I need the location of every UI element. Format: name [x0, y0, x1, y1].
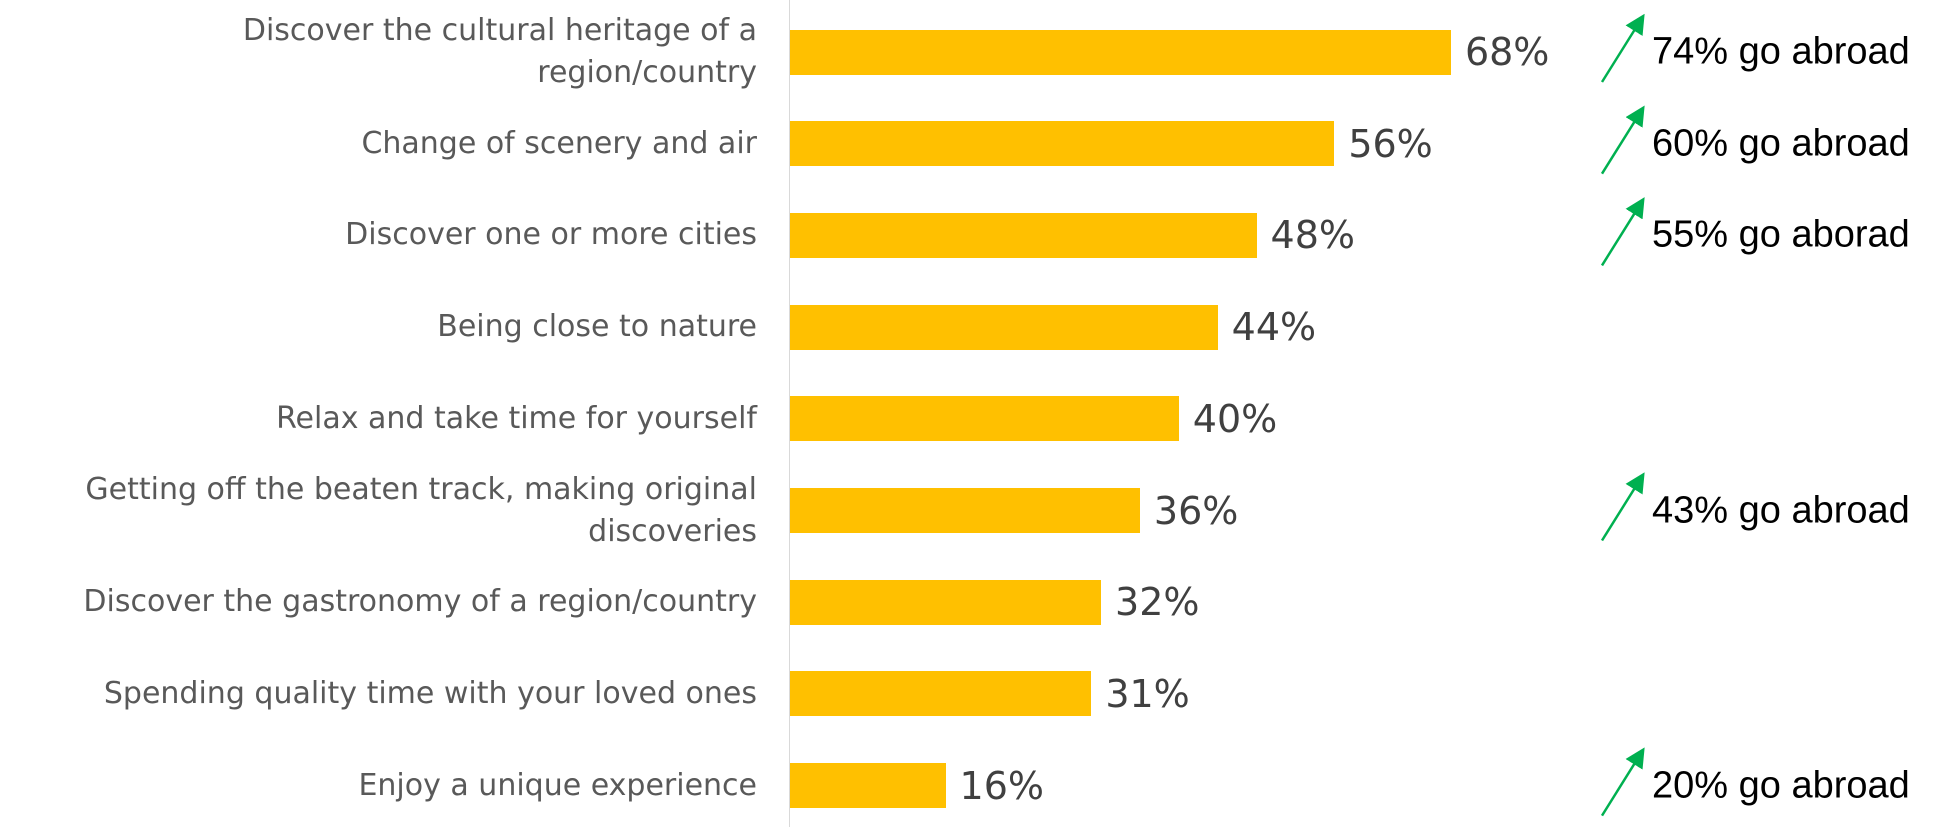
value-label: 16% — [959, 763, 1044, 808]
category-label: Being close to nature — [437, 309, 757, 345]
category-label: Spending quality time with your loved on… — [103, 675, 757, 711]
value-label: 44% — [1231, 305, 1317, 350]
bar — [790, 579, 1102, 625]
bar — [790, 304, 1218, 350]
annotation-arrow — [1600, 13, 1645, 83]
category-label: Discover one or more cities — [345, 217, 757, 253]
category-label: Enjoy a unique experience — [358, 767, 757, 803]
bar — [790, 212, 1257, 258]
bar — [790, 29, 1451, 75]
annotation: 55% go aborad — [1652, 213, 1910, 256]
category-label: Discover the cultural heritage of a regi… — [242, 13, 757, 90]
category-label: Discover the gastronomy of a region/coun… — [83, 584, 757, 620]
annotation: 60% go abroad — [1652, 122, 1910, 165]
category-label: Getting off the beaten track, making ori… — [85, 471, 757, 549]
value-label: 36% — [1153, 488, 1239, 533]
value-label: 56% — [1348, 121, 1433, 166]
axis-line — [789, 0, 790, 827]
annotation-arrow — [1600, 197, 1645, 267]
value-label: 48% — [1270, 213, 1356, 258]
value-label: 40% — [1192, 396, 1278, 441]
bar — [790, 763, 946, 809]
annotation: 20% go abroad — [1652, 764, 1910, 807]
annotation-arrow — [1600, 472, 1645, 542]
category-label: Relax and take time for yourself — [276, 400, 757, 436]
bar — [790, 396, 1179, 442]
bar — [790, 671, 1092, 717]
value-label: 32% — [1115, 580, 1200, 625]
annotation: 74% go abroad — [1652, 30, 1910, 73]
bar — [790, 488, 1140, 533]
bar — [790, 121, 1335, 167]
annotation-arrow — [1600, 747, 1645, 817]
annotation: 43% go abroad — [1652, 489, 1910, 531]
value-label: 31% — [1105, 671, 1190, 716]
category-label: Change of scenery and air — [361, 125, 757, 161]
annotation-arrow — [1600, 105, 1645, 175]
value-label: 68% — [1464, 30, 1550, 74]
